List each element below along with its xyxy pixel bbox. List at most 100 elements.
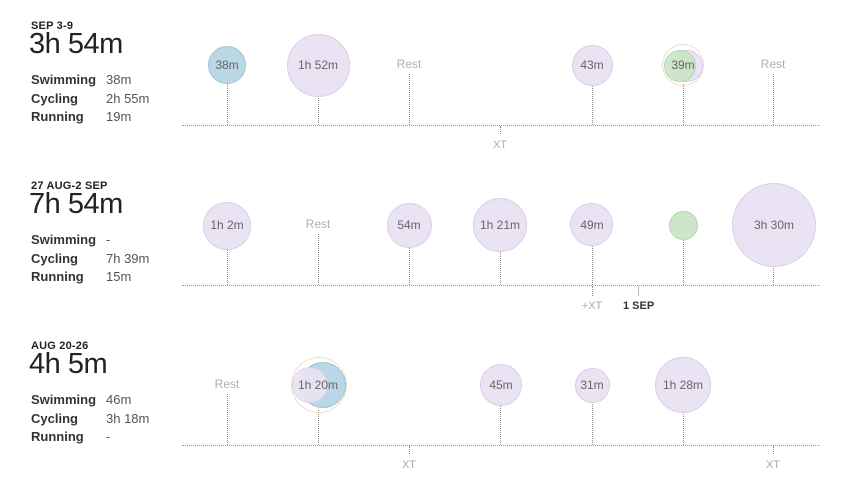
week-total: 4h 5m — [29, 348, 108, 380]
activity-bubble-cycle[interactable] — [732, 183, 816, 267]
activity-bubble-cycle[interactable] — [480, 364, 522, 406]
sport-row-running: Running - — [31, 429, 149, 448]
activity-bubble-cycle[interactable] — [570, 203, 613, 246]
day-stem — [227, 83, 228, 125]
week-27-aug-2-sep: 27 AUG-2 SEP 7h 54m Swimming - Cycling 7… — [0, 180, 863, 340]
day-stem — [318, 410, 319, 445]
week-total: 3h 54m — [29, 28, 123, 60]
week-timeline: 38m 1h 52m Rest 43m 39m Rest XT — [0, 20, 863, 180]
sport-value: 3h 18m — [106, 410, 150, 426]
activity-bubble-run[interactable] — [664, 50, 696, 82]
activity-ring — [662, 44, 704, 86]
sport-value: 19m — [106, 109, 132, 124]
day-stem — [773, 266, 774, 285]
sport-value: 38m — [106, 72, 132, 87]
sport-value: - — [106, 429, 111, 444]
week-timeline: 1h 2m Rest 54m 1h 21m 49m 3h 30m +XT 1 S… — [0, 180, 863, 340]
activity-duration: 1h 20m — [297, 378, 339, 392]
sport-name: Running — [31, 269, 84, 284]
sport-row-swimming: Swimming 46m — [31, 392, 149, 411]
day-stem — [409, 74, 410, 125]
day-stem — [500, 251, 501, 285]
rest-label: Rest — [305, 217, 331, 231]
rest-label: Rest — [760, 57, 786, 71]
activity-bubble-cycle[interactable] — [473, 198, 527, 252]
activity-bubble-cycle[interactable] — [655, 357, 711, 413]
xt-stem — [409, 446, 410, 454]
cross-training-label: XT — [765, 459, 781, 471]
week-total: 7h 54m — [29, 188, 123, 220]
day-stem — [592, 84, 593, 125]
activity-duration: 1h 52m — [297, 58, 339, 72]
rest-label: Rest — [396, 57, 422, 71]
timeline-baseline — [182, 285, 820, 286]
month-marker-label: 1 SEP — [623, 300, 655, 312]
week-sep-3-9: SEP 3-9 3h 54m Swimming 38m Cycling 2h 5… — [0, 20, 863, 180]
day-stem — [227, 394, 228, 445]
cross-training-label: XT — [492, 139, 508, 151]
activity-duration: 1h 28m — [662, 378, 704, 392]
day-stem — [318, 96, 319, 125]
sport-row-swimming: Swimming 38m — [31, 72, 149, 91]
week-aug-20-26: AUG 20-26 4h 5m Swimming 46m Cycling 3h … — [0, 340, 863, 500]
day-stem — [683, 240, 684, 285]
sport-value: 7h 39m — [106, 250, 150, 266]
sport-name: Running — [31, 429, 84, 444]
sport-summary: Swimming - Cycling 7h 39m Running 15m — [31, 232, 149, 288]
activity-duration: 49m — [580, 218, 604, 232]
sport-value: - — [106, 232, 111, 247]
activity-duration: 39m — [671, 58, 695, 72]
activity-duration: 43m — [580, 58, 604, 72]
sport-row-swimming: Swimming - — [31, 232, 149, 251]
day-stem — [227, 248, 228, 285]
sport-summary: Swimming 38m Cycling 2h 55m Running 19m — [31, 72, 149, 128]
xt-stem — [592, 286, 593, 296]
sport-name: Cycling — [31, 90, 78, 106]
day-stem — [592, 402, 593, 445]
activity-ring — [291, 357, 347, 413]
xt-stem — [500, 126, 501, 134]
week-label: 27 AUG-2 SEP — [31, 180, 108, 192]
activity-bubble-cycle[interactable] — [387, 203, 432, 248]
sport-summary: Swimming 46m Cycling 3h 18m Running - — [31, 392, 149, 448]
month-marker-tick — [638, 286, 639, 296]
xt-stem — [773, 446, 774, 454]
week-timeline: Rest 1h 20m 45m 31m 1h 28m XT XT — [0, 340, 863, 500]
activity-bubble-cycle[interactable] — [292, 367, 328, 403]
day-stem — [500, 405, 501, 445]
sport-name: Cycling — [31, 410, 78, 426]
activity-bubble-cycle[interactable] — [203, 202, 251, 250]
sport-row-running: Running 19m — [31, 109, 149, 128]
sport-value: 15m — [106, 269, 132, 284]
sport-row-cycling: Cycling 3h 18m — [31, 411, 149, 430]
day-stem — [409, 247, 410, 285]
cross-training-label: +XT — [581, 300, 603, 312]
activity-bubble-run[interactable] — [669, 211, 698, 240]
activity-bubble-cycle[interactable] — [572, 45, 613, 86]
activity-duration: 1h 21m — [479, 218, 521, 232]
activity-duration: 38m — [215, 58, 239, 72]
day-stem — [318, 234, 319, 285]
timeline-baseline — [182, 445, 820, 446]
activity-bubble-cycle[interactable] — [575, 368, 610, 403]
activity-bubble-cycle[interactable] — [287, 34, 350, 97]
cross-training-label: XT — [401, 459, 417, 471]
day-stem — [683, 84, 684, 125]
sport-value: 2h 55m — [106, 90, 150, 106]
day-stem — [592, 246, 593, 285]
sport-name: Swimming — [31, 72, 97, 87]
sport-name: Cycling — [31, 250, 78, 266]
activity-duration: 31m — [580, 378, 604, 392]
timeline-baseline — [182, 125, 820, 126]
day-stem — [683, 412, 684, 445]
activity-duration: 45m — [489, 378, 513, 392]
day-stem — [773, 74, 774, 125]
rest-label: Rest — [214, 377, 240, 391]
sport-row-cycling: Cycling 7h 39m — [31, 251, 149, 270]
week-label: SEP 3-9 — [31, 20, 74, 32]
week-label: AUG 20-26 — [31, 340, 89, 352]
activity-duration: 3h 30m — [753, 218, 795, 232]
activity-bubble-swim[interactable] — [208, 46, 246, 84]
activity-duration: 1h 2m — [210, 218, 244, 232]
sport-value: 46m — [106, 392, 132, 407]
